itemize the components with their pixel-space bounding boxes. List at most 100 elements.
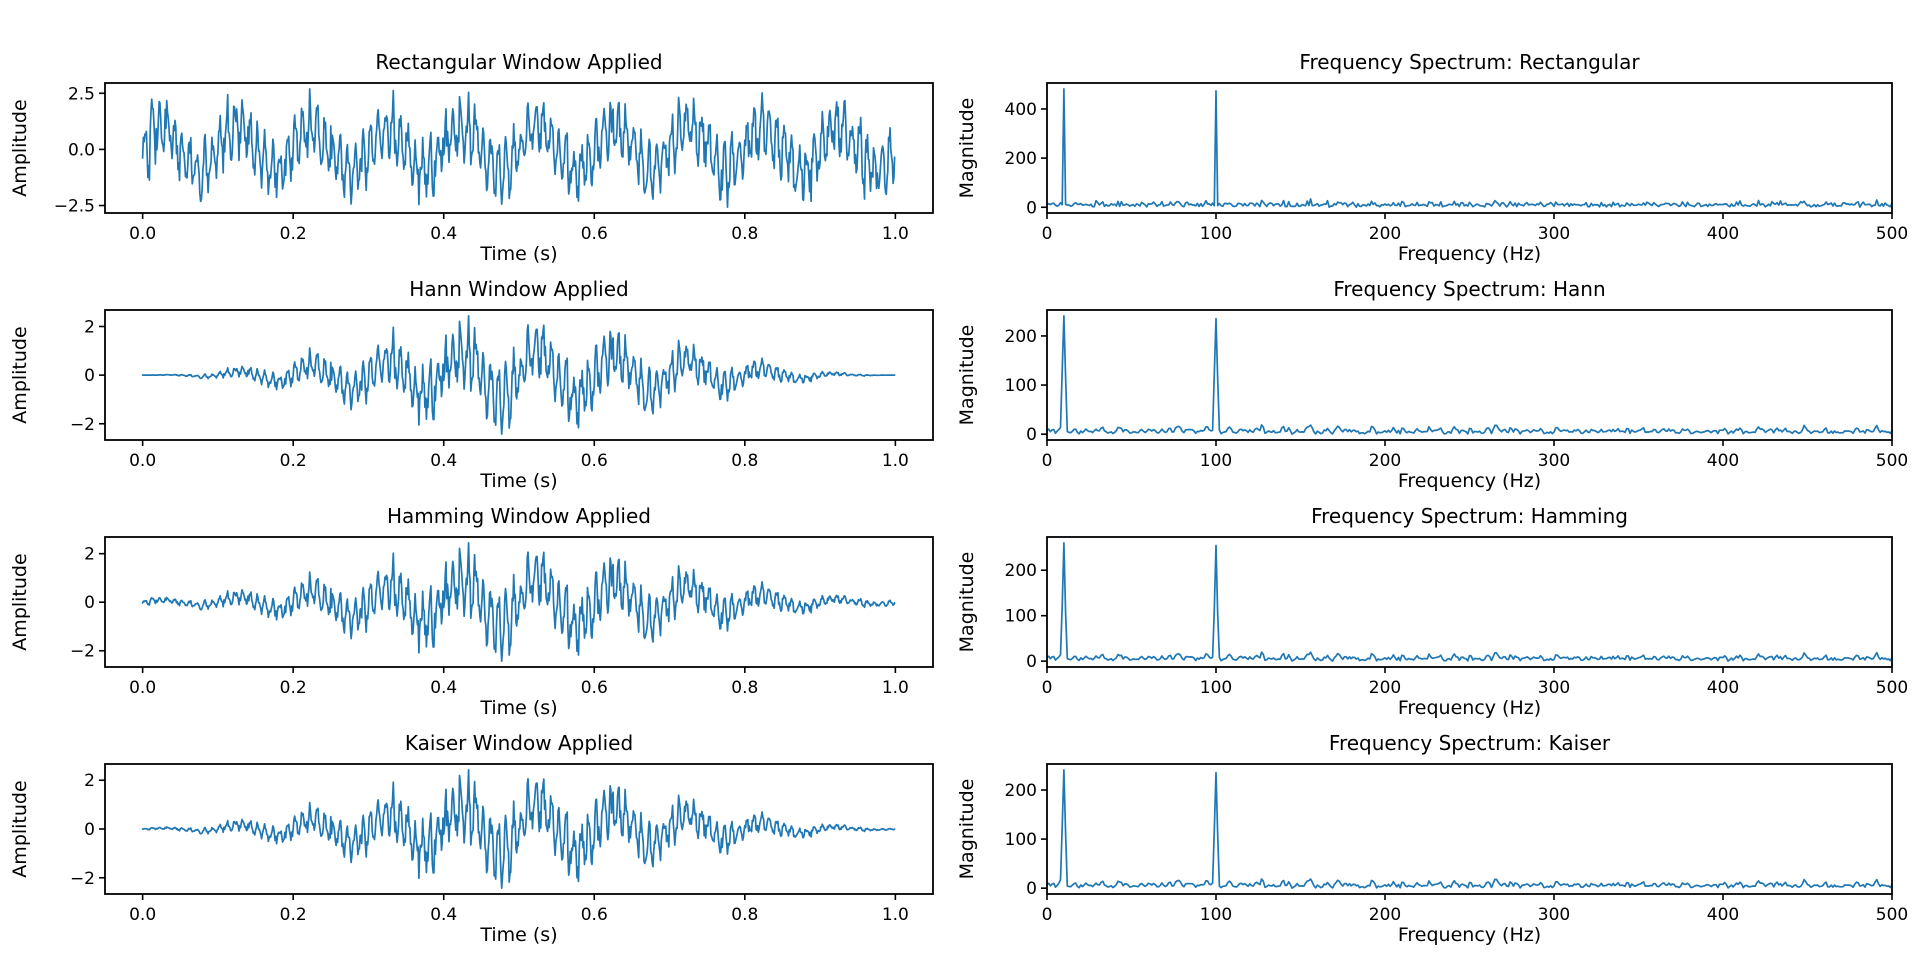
svg-text:0: 0 [1026,425,1037,445]
subplot-time-rectangular: 0.0 0.2 0.4 0.6 0.8 1.0 −2.5 0.0 2.5 Rectangular… [0,0,975,265]
y-axis-label: Amplitude [9,99,31,197]
svg-text:2: 2 [84,545,95,565]
subplot-title: Hann Window Applied [409,277,629,301]
x-axis-label: Frequency (Hz) [1397,243,1542,265]
x-axis-label: Time (s) [480,924,558,946]
svg-text:0.2: 0.2 [280,678,307,698]
subplot-spectrum-hamming: 0 100 200 300 400 500 0 100 200 Frequency Spectr… [956,454,1920,719]
svg-text:0.2: 0.2 [280,224,307,244]
x-axis-label: Time (s) [480,470,558,492]
subplot-time-kaiser: 0.0 0.2 0.4 0.6 0.8 1.0 −2 0 2 Kaiser Window App… [0,681,975,946]
svg-text:2: 2 [84,317,95,337]
svg-text:0: 0 [84,820,95,840]
subplot-time-hamming: 0.0 0.2 0.4 0.6 0.8 1.0 −2 0 2 Hamming Window Ap… [0,454,975,719]
svg-text:400: 400 [1707,224,1739,244]
svg-text:−2: −2 [70,642,95,662]
svg-text:200: 200 [1369,678,1401,698]
svg-text:200: 200 [1005,561,1037,581]
svg-text:300: 300 [1538,678,1570,698]
svg-text:0.0: 0.0 [68,140,95,160]
svg-text:0.0: 0.0 [129,451,156,471]
subplot-time-hann: 0.0 0.2 0.4 0.6 0.8 1.0 −2 0 2 Hann Window Appli… [0,227,975,492]
x-axis-label: Time (s) [480,697,558,719]
subplot-spectrum-rectangular: 0 100 200 300 400 500 0 200 400 Frequency Spectr… [956,0,1920,265]
svg-text:400: 400 [1005,100,1037,120]
svg-text:0: 0 [84,366,95,386]
svg-text:0: 0 [1026,652,1037,672]
svg-text:500: 500 [1876,678,1908,698]
svg-text:0.8: 0.8 [731,451,758,471]
time-hamming-canvas: 0.0 0.2 0.4 0.6 0.8 1.0 −2 0 2 [70,536,934,698]
y-axis-label: Amplitude [9,553,31,651]
svg-text:0.0: 0.0 [129,678,156,698]
svg-text:0.4: 0.4 [430,224,457,244]
subplot-title: Frequency Spectrum: Kaiser [1328,731,1611,755]
svg-text:1.0: 1.0 [882,678,909,698]
y-axis-label: Magnitude [956,324,978,426]
svg-text:100: 100 [1005,376,1037,396]
spectrum-kaiser-canvas: 0 100 200 300 400 500 0 100 200 [1005,763,1908,925]
subplot-spectrum-hann: 0 100 200 300 400 500 0 100 200 Frequency Spectr… [956,227,1920,492]
svg-text:300: 300 [1538,451,1570,471]
svg-text:−2: −2 [70,869,95,889]
svg-text:300: 300 [1538,224,1570,244]
svg-text:0.0: 0.0 [129,905,156,925]
svg-text:0.8: 0.8 [731,224,758,244]
svg-text:0.6: 0.6 [581,905,608,925]
y-axis-label: Amplitude [9,780,31,878]
svg-text:0: 0 [1042,224,1053,244]
svg-text:200: 200 [1369,451,1401,471]
svg-text:0: 0 [1042,905,1053,925]
time-rectangular-canvas: 0.0 0.2 0.4 0.6 0.8 1.0 −2.5 0.0 2.5 [54,82,934,244]
svg-text:0.6: 0.6 [581,224,608,244]
subplot-title: Frequency Spectrum: Hann [1333,277,1606,301]
svg-text:400: 400 [1707,678,1739,698]
svg-text:200: 200 [1005,327,1037,347]
subplot-title: Frequency Spectrum: Rectangular [1299,50,1640,74]
svg-text:0.2: 0.2 [280,905,307,925]
svg-text:500: 500 [1876,224,1908,244]
svg-text:0.8: 0.8 [731,905,758,925]
y-axis-label: Magnitude [956,778,978,880]
y-axis-label: Magnitude [956,551,978,653]
svg-text:0.6: 0.6 [581,678,608,698]
svg-text:200: 200 [1005,149,1037,169]
svg-text:0.4: 0.4 [430,905,457,925]
subplot-title: Kaiser Window Applied [404,731,634,755]
x-axis-label: Frequency (Hz) [1397,470,1542,492]
svg-text:0.2: 0.2 [280,451,307,471]
svg-text:1.0: 1.0 [882,451,909,471]
svg-text:300: 300 [1538,905,1570,925]
y-axis-label: Magnitude [956,97,978,199]
x-axis-label: Frequency (Hz) [1397,924,1542,946]
x-axis-label: Time (s) [480,243,558,265]
svg-text:0: 0 [1026,198,1037,218]
svg-text:0.4: 0.4 [430,451,457,471]
svg-text:100: 100 [1005,830,1037,850]
svg-text:100: 100 [1200,678,1232,698]
time-hann-canvas: 0.0 0.2 0.4 0.6 0.8 1.0 −2 0 2 [70,309,934,471]
svg-text:0.0: 0.0 [129,224,156,244]
subplot-title: Rectangular Window Applied [375,50,663,74]
svg-text:−2: −2 [70,415,95,435]
subplot-title: Frequency Spectrum: Hamming [1311,504,1628,528]
svg-text:100: 100 [1200,224,1232,244]
svg-text:200: 200 [1005,781,1037,801]
svg-text:0.8: 0.8 [731,678,758,698]
svg-text:0: 0 [1042,678,1053,698]
time-kaiser-canvas: 0.0 0.2 0.4 0.6 0.8 1.0 −2 0 2 [70,763,934,925]
svg-text:200: 200 [1369,224,1401,244]
svg-text:2.5: 2.5 [68,84,95,104]
subplot-spectrum-kaiser: 0 100 200 300 400 500 0 100 200 Frequency Spectr… [956,681,1920,946]
svg-text:500: 500 [1876,905,1908,925]
subplot-title: Hamming Window Applied [387,504,651,528]
svg-text:2: 2 [84,771,95,791]
spectrum-hann-canvas: 0 100 200 300 400 500 0 100 200 [1005,309,1908,471]
svg-text:1.0: 1.0 [882,224,909,244]
svg-text:1.0: 1.0 [882,905,909,925]
spectrum-hamming-canvas: 0 100 200 300 400 500 0 100 200 [1005,536,1908,698]
svg-text:400: 400 [1707,905,1739,925]
svg-text:500: 500 [1876,451,1908,471]
spectrum-rectangular-canvas: 0 100 200 300 400 500 0 200 400 [1005,82,1908,244]
